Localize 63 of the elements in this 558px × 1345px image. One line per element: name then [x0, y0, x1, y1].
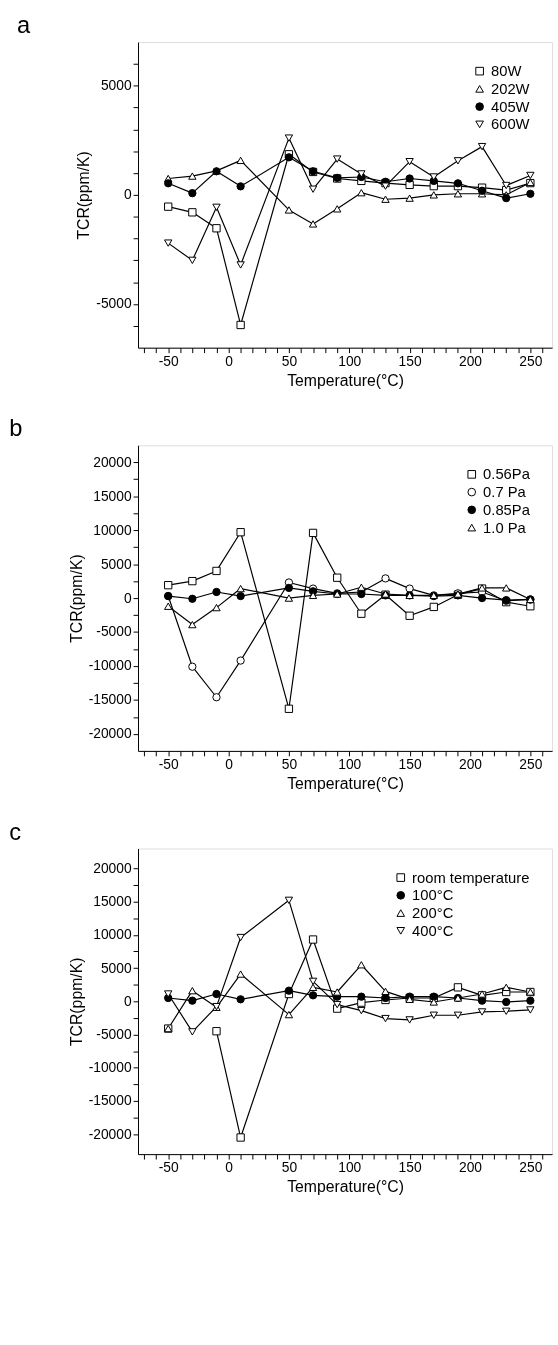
x-tick-label: 250 — [519, 1160, 543, 1176]
legend-label: 405W — [490, 98, 530, 115]
y-tick-label: -10000 — [88, 658, 132, 674]
y-tick-label: 5000 — [100, 78, 132, 94]
y-tick-label: -5000 — [96, 296, 132, 312]
y-tick-label: -5000 — [96, 1026, 132, 1042]
y-tick-label: -5000 — [96, 624, 132, 640]
y-tick-label: -15000 — [88, 1093, 132, 1109]
x-tick-label: -50 — [158, 1160, 179, 1176]
x-tick-label: 150 — [398, 1160, 422, 1176]
legend-label: 200°C — [412, 905, 454, 922]
x-tick-label: 0 — [225, 353, 234, 369]
y-tick-label: -20000 — [88, 726, 132, 742]
y-axis-title: TCR(ppm/K) — [75, 151, 93, 240]
legend-label: 1.0 Pa — [483, 519, 527, 536]
x-tick-label: 100 — [338, 1160, 362, 1176]
y-tick-label: 5000 — [100, 960, 132, 976]
y-tick-label: -15000 — [88, 692, 132, 708]
legend-label: 202W — [490, 80, 530, 97]
y-axis-title: TCR(ppm/K) — [67, 554, 85, 643]
x-tick-label: 50 — [281, 757, 298, 773]
y-tick-label: 0 — [123, 590, 132, 606]
y-tick-label: 5000 — [100, 556, 132, 572]
legend-label: 600W — [490, 116, 530, 133]
x-tick-label: 0 — [225, 1160, 234, 1176]
x-tick-label: 250 — [519, 757, 543, 773]
x-tick-label: 50 — [281, 353, 298, 369]
x-tick-label: 0 — [225, 757, 234, 773]
x-tick-label: -50 — [158, 757, 179, 773]
x-axis-title: Temperature(°C) — [287, 371, 404, 389]
legend-label: 80W — [490, 63, 522, 80]
y-tick-label: 10000 — [93, 522, 132, 538]
x-tick-label: 200 — [458, 353, 483, 369]
x-axis-title: Temperature(°C) — [287, 774, 404, 792]
x-tick-label: 100 — [338, 757, 362, 773]
legend-label: 100°C — [412, 887, 454, 904]
x-tick-label: 200 — [458, 1160, 483, 1176]
y-tick-label: 0 — [123, 187, 132, 203]
legend-label: 0.7 Pa — [483, 484, 527, 501]
x-tick-label: 150 — [398, 353, 422, 369]
y-tick-label: 15000 — [93, 488, 132, 504]
x-tick-label: 100 — [338, 353, 362, 369]
x-axis-title: Temperature(°C) — [287, 1178, 404, 1196]
legend-label: 400°C — [412, 922, 454, 939]
legend-label: room temperature — [412, 869, 530, 886]
y-tick-label: 10000 — [93, 927, 132, 943]
x-tick-label: 200 — [458, 757, 483, 773]
x-tick-label: -50 — [158, 353, 179, 369]
y-tick-label: 20000 — [93, 860, 132, 876]
legend-label: 0.56Pa — [483, 466, 531, 483]
chart-title: b — [9, 415, 23, 442]
y-tick-label: -10000 — [88, 1060, 132, 1076]
x-tick-label: 150 — [398, 757, 422, 773]
y-tick-label: 20000 — [93, 454, 132, 470]
x-tick-label: 50 — [281, 1160, 298, 1176]
x-tick-label: 250 — [519, 353, 543, 369]
y-tick-label: -20000 — [88, 1126, 132, 1142]
legend-label: 0.85Pa — [483, 501, 531, 518]
chart-title: c — [9, 818, 22, 845]
y-tick-label: 15000 — [93, 894, 132, 910]
chart-title: a — [16, 12, 31, 39]
y-tick-label: 0 — [123, 993, 132, 1009]
y-axis-title: TCR(ppm/K) — [67, 957, 85, 1047]
